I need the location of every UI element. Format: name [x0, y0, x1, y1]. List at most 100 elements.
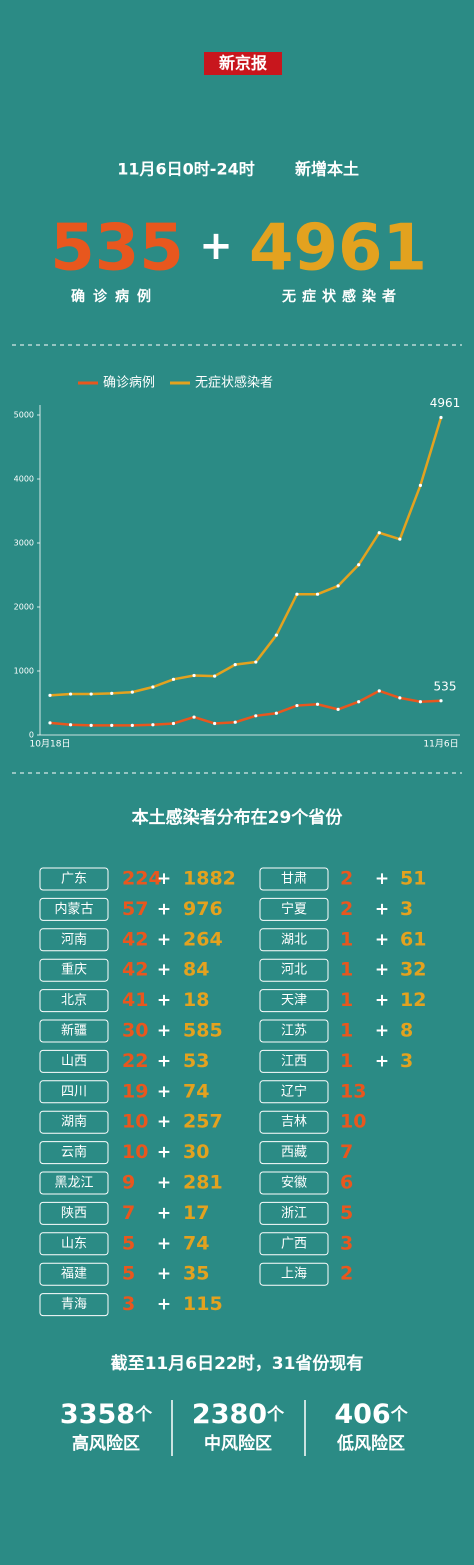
province-box: [39, 1293, 109, 1317]
point: [171, 677, 176, 681]
confirmed-total: 535: [50, 212, 184, 286]
plus: +: [375, 899, 389, 919]
point: [213, 674, 217, 678]
asymptomatic-count: 8: [400, 1020, 413, 1042]
province-box: [39, 1049, 109, 1073]
point: [295, 703, 299, 708]
plus: +: [157, 930, 171, 950]
province-box: [39, 1019, 109, 1043]
province-name: 陕西: [61, 1206, 87, 1221]
province-name: 广东: [61, 872, 87, 887]
risk-count: 3358个: [60, 1399, 153, 1430]
confirmed-count: 30: [122, 1020, 148, 1042]
province-box: [259, 1019, 329, 1043]
plus: +: [157, 1173, 171, 1193]
point: [315, 592, 320, 596]
y-tick-label: 3000: [14, 539, 34, 548]
province-name: 江苏: [281, 1023, 307, 1039]
point: [439, 415, 443, 420]
plus: +: [199, 223, 233, 269]
point: [151, 685, 155, 689]
asymptomatic-count: 32: [400, 959, 426, 981]
point: [315, 702, 320, 706]
province-name: 福建: [61, 1267, 87, 1282]
province-name: 青海: [61, 1297, 87, 1312]
footer-title: 截至11月6日22时，31省份现有: [111, 1353, 364, 1374]
confirmed-count: 9: [122, 1172, 135, 1194]
y-tick-label: 2000: [14, 603, 34, 612]
asymptomatic-count: 976: [183, 898, 223, 920]
province-name: 吉林: [281, 1115, 307, 1130]
asymptomatic-count: 74: [183, 1232, 209, 1254]
province-name: 江西: [281, 1054, 307, 1069]
asymptomatic-count: 53: [183, 1050, 209, 1072]
point: [274, 633, 278, 637]
province-box: [259, 897, 329, 921]
point: [274, 711, 278, 715]
point: [151, 723, 155, 727]
plus: +: [157, 1203, 171, 1223]
risk-label: 低风险区: [336, 1433, 405, 1454]
confirmed-count: 42: [122, 928, 148, 950]
plus: +: [375, 960, 389, 980]
asymptomatic-count: 30: [183, 1141, 209, 1163]
point: [130, 723, 134, 728]
point: [68, 692, 73, 696]
province-name: 重庆: [61, 962, 87, 978]
confirmed-count: 7: [122, 1202, 135, 1224]
point: [130, 690, 134, 694]
province-name: 河南: [61, 931, 87, 947]
confirmed-count: 5: [122, 1232, 135, 1254]
point: [398, 696, 402, 700]
confirmed-count: 1: [340, 928, 353, 950]
end-label: 4961: [430, 396, 461, 410]
province-box: [39, 989, 109, 1013]
point: [357, 563, 361, 567]
confirmed-count: 41: [122, 989, 148, 1011]
asymptomatic-count: 1882: [183, 868, 236, 890]
plus: +: [157, 869, 171, 889]
province-name: 四川: [61, 1084, 87, 1099]
province-name: 新疆: [61, 1023, 87, 1039]
plus: +: [157, 1143, 171, 1163]
confirmed-count: 22: [122, 1050, 148, 1072]
risk-label: 中风险区: [204, 1433, 272, 1454]
confirmed-count: 57: [122, 898, 148, 920]
province-name: 甘肃: [281, 872, 307, 887]
risk-label: 高风险区: [72, 1433, 140, 1454]
province-box: [259, 1141, 329, 1165]
asymptomatic-total: 4961: [249, 212, 427, 286]
asymptomatic-count: 12: [400, 989, 426, 1011]
plus: +: [157, 1112, 171, 1132]
risk-number: 2380: [192, 1399, 267, 1430]
province-box: [259, 1232, 329, 1256]
asymptomatic-count: 35: [183, 1263, 209, 1285]
confirmed-count: 2: [340, 868, 353, 890]
plus: +: [157, 991, 171, 1011]
province-name: 西藏: [281, 1145, 307, 1160]
point: [48, 693, 52, 697]
province-name: 黑龙江: [54, 1176, 93, 1191]
confirmed-count: 1: [340, 1050, 353, 1072]
province-name: 北京: [61, 993, 87, 1008]
province-box: [259, 1171, 329, 1195]
point: [377, 531, 381, 535]
risk-number: 406: [334, 1399, 390, 1430]
plus: +: [157, 1051, 171, 1071]
point: [171, 721, 176, 726]
plus: +: [375, 1051, 389, 1071]
province-box: [39, 1232, 109, 1256]
series-line: [49, 417, 443, 697]
province-box: [39, 958, 109, 982]
point: [357, 700, 361, 704]
asymptomatic-count: 74: [183, 1080, 209, 1102]
asymptomatic-label: 无症状感染者: [281, 288, 402, 305]
confirmed-count: 3: [122, 1293, 135, 1315]
risk-count: 406个: [334, 1399, 408, 1430]
province-name: 安徽: [281, 1176, 307, 1191]
point: [254, 714, 258, 718]
province-box: [39, 1262, 109, 1286]
confirmed-count: 5: [122, 1263, 135, 1285]
asymptomatic-count: 585: [183, 1020, 223, 1042]
